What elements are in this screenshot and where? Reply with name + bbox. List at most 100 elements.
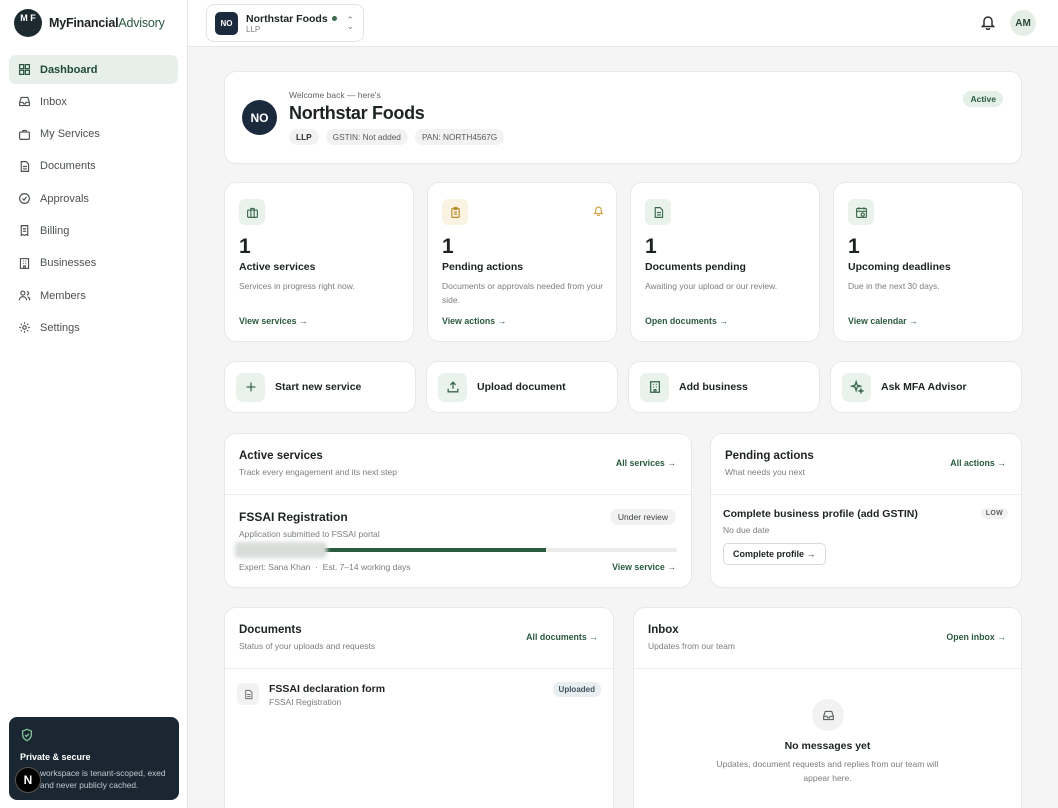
all-services-link[interactable]: All services →: [615, 458, 676, 468]
complete-profile-button[interactable]: Complete profile →: [723, 543, 826, 565]
stat-description: Due in the next 30 days.: [848, 281, 940, 291]
sidebar-item-label: Members: [40, 289, 86, 302]
empty-state-title: No messages yet: [784, 740, 871, 752]
panel-subtitle: Track every engagement and its next step: [239, 467, 397, 477]
sidebar-item-billing[interactable]: Billing: [9, 216, 178, 245]
quick-action-label: Start new service: [275, 381, 362, 393]
panel-subtitle: Status of your uploads and requests: [239, 641, 376, 651]
service-progress-bar: [239, 548, 677, 552]
sidebar-item-settings[interactable]: Settings: [9, 313, 178, 342]
all-actions-link[interactable]: All actions →: [950, 458, 1006, 468]
sidebar-item-documents[interactable]: Documents: [9, 152, 178, 181]
action-due-date: No due date: [723, 525, 770, 535]
upload-document-button[interactable]: Upload document: [426, 361, 618, 413]
briefcase-icon: [246, 207, 258, 218]
sidebar: M F MyFinancialAdvisory Dashboard Inbox …: [0, 0, 188, 808]
sidebar-item-approvals[interactable]: Approvals: [9, 184, 178, 213]
open-documents-link[interactable]: Open documents →: [645, 316, 729, 326]
status-badge: Under review: [609, 509, 676, 525]
stat-value: 1: [645, 235, 657, 258]
bell-icon: [593, 206, 604, 216]
view-service-link[interactable]: View service →: [612, 562, 676, 572]
divider: [634, 668, 1021, 669]
security-notice: Private & secure workspace is tenant-sco…: [9, 717, 179, 800]
upload-icon: [447, 381, 458, 393]
start-new-service-button[interactable]: Start new service: [224, 361, 416, 413]
panel-title: Active services: [239, 450, 323, 462]
sidebar-item-label: Inbox: [40, 95, 67, 108]
business-tags: LLP GSTIN: Not added PAN: NORTH4567G: [289, 129, 505, 145]
ask-advisor-button[interactable]: Ask MFA Advisor: [830, 361, 1022, 413]
sidebar-item-label: Billing: [40, 224, 70, 237]
add-business-button[interactable]: Add business: [628, 361, 820, 413]
panel-title: Pending actions: [725, 450, 814, 462]
view-calendar-link[interactable]: View calendar →: [848, 316, 918, 326]
inbox-icon: [822, 710, 834, 720]
stat-description: Documents or approvals needed from your …: [442, 281, 604, 305]
plus-icon: [246, 382, 255, 392]
welcome-card: NO Welcome back — here's Northstar Foods…: [224, 71, 1022, 164]
pan-tag: PAN: NORTH4567G: [414, 129, 505, 145]
topbar: NO Northstar Foods LLP ⌃ ⌄ AM: [188, 0, 1058, 47]
stat-value: 1: [848, 235, 860, 258]
sidebar-item-businesses[interactable]: Businesses: [9, 249, 178, 278]
view-actions-link[interactable]: View actions →: [442, 316, 507, 326]
receipt-icon: [20, 225, 29, 237]
stat-card-active-services: 1 Active services Services in progress r…: [224, 182, 414, 342]
document-icon: [244, 689, 252, 699]
building-icon: [19, 257, 30, 269]
all-documents-link[interactable]: All documents →: [526, 632, 598, 642]
sidebar-item-dashboard[interactable]: Dashboard: [9, 55, 178, 84]
sidebar-item-label: Approvals: [40, 192, 89, 205]
brand[interactable]: M F MyFinancialAdvisory: [14, 9, 165, 37]
service-expert: Expert: Sana Khan: [239, 562, 311, 572]
service-name: FSSAI Registration: [239, 510, 348, 524]
panel-title: Documents: [239, 624, 302, 636]
business-name: Northstar Foods: [289, 103, 425, 123]
sidebar-item-label: Documents: [40, 160, 96, 173]
sparkle-icon: [849, 380, 864, 394]
clipboard-icon: [450, 206, 460, 218]
org-switcher[interactable]: NO Northstar Foods LLP ⌃ ⌄: [206, 4, 364, 42]
document-name[interactable]: FSSAI declaration form: [269, 683, 386, 695]
service-eta: Est. 7–14 working days: [322, 562, 411, 572]
stat-label: Active services: [239, 261, 316, 273]
n-badge[interactable]: N: [15, 767, 41, 793]
stat-card-documents-pending: 1 Documents pending Awaiting your upload…: [630, 182, 820, 342]
sidebar-item-label: My Services: [40, 128, 100, 141]
document-icon: [20, 160, 30, 172]
panel-subtitle: What needs you next: [725, 467, 805, 477]
panel-subtitle: Updates from our team: [648, 641, 735, 651]
status-badge: Active: [963, 91, 1003, 107]
org-info: Northstar Foods LLP: [246, 13, 337, 34]
quick-action-label: Ask MFA Advisor: [881, 381, 967, 393]
divider: [711, 494, 1021, 495]
building-icon: [649, 381, 660, 393]
open-inbox-link[interactable]: Open inbox →: [946, 632, 1006, 642]
sidebar-item-label: Dashboard: [40, 63, 98, 76]
sidebar-item-inbox[interactable]: Inbox: [9, 87, 178, 116]
stat-label: Upcoming deadlines: [848, 261, 951, 273]
redacted-overlay: [235, 542, 327, 558]
view-services-link[interactable]: View services →: [239, 316, 308, 326]
sidebar-item-label: Businesses: [40, 257, 97, 270]
gstin-tag: GSTIN: Not added: [325, 129, 408, 145]
user-avatar[interactable]: AM: [1010, 10, 1036, 36]
grid-icon: [19, 64, 30, 75]
sidebar-item-members[interactable]: Members: [9, 281, 178, 310]
inbox-icon: [19, 97, 30, 107]
meta-separator: ·: [315, 562, 318, 572]
document-service: FSSAI Registration: [269, 697, 342, 707]
divider: [225, 494, 691, 495]
stat-description: Awaiting your upload or our review.: [645, 281, 778, 291]
chevron-up-down-icon: ⌃ ⌄: [346, 15, 354, 31]
empty-state-text: Updates, document requests and replies f…: [716, 759, 939, 783]
documents-panel: Documents Status of your uploads and req…: [224, 607, 614, 808]
check-circle-icon: [19, 193, 30, 205]
service-description: Application submitted to FSSAI portal: [239, 529, 380, 539]
sidebar-item-my-services[interactable]: My Services: [9, 120, 178, 149]
bell-icon[interactable]: [980, 14, 996, 30]
entity-type-tag: LLP: [289, 129, 319, 145]
welcome-subtitle: Welcome back — here's: [289, 90, 381, 100]
users-icon: [18, 290, 31, 301]
